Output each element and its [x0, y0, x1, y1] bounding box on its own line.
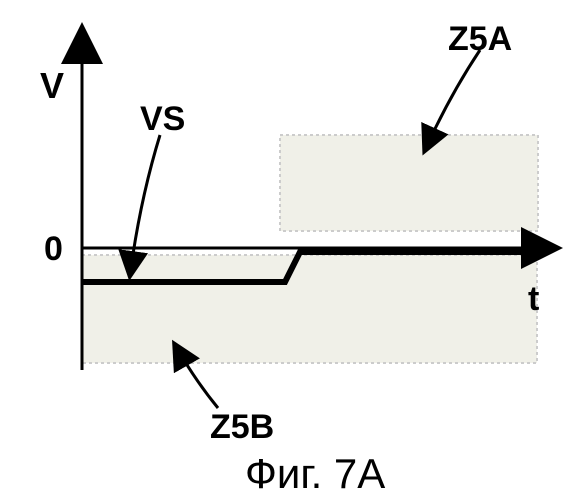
zone-z5b [82, 255, 537, 363]
z5a-label: Z5A [448, 20, 512, 59]
x-axis-label: t [528, 280, 539, 319]
figure-caption: Фиг. 7A [245, 450, 385, 498]
vs-label: VS [140, 100, 185, 139]
zero-label: 0 [44, 230, 63, 269]
y-axis-label: V [40, 65, 64, 107]
figure-canvas [0, 0, 583, 500]
z5b-label: Z5B [210, 408, 274, 447]
zone-z5a [280, 135, 538, 231]
